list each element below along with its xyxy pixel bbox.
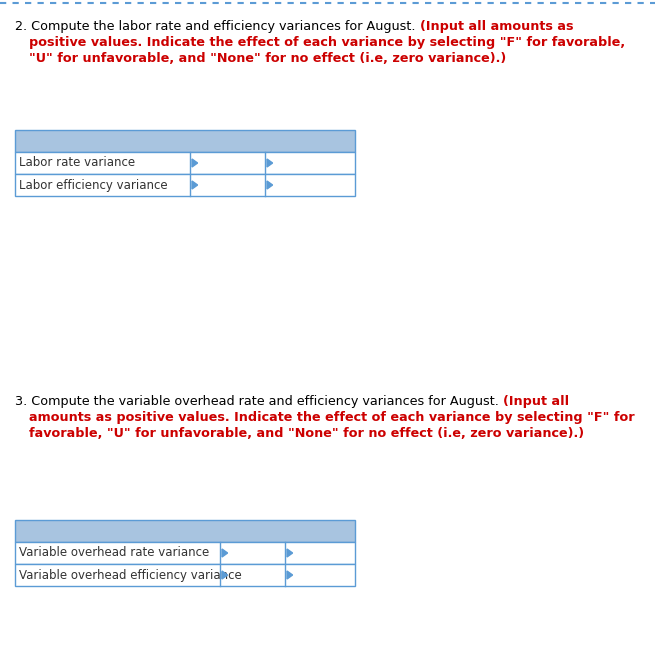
Text: positive values. Indicate the effect of each variance by selecting "F" for favor: positive values. Indicate the effect of … <box>29 36 625 49</box>
Text: (Input all: (Input all <box>503 395 569 408</box>
Text: Variable overhead efficiency variance: Variable overhead efficiency variance <box>19 568 242 581</box>
Polygon shape <box>222 571 227 579</box>
Polygon shape <box>192 159 198 167</box>
Polygon shape <box>267 181 272 189</box>
Bar <box>15 564 355 586</box>
Text: Labor rate variance: Labor rate variance <box>19 157 135 170</box>
Bar <box>15 130 355 152</box>
Polygon shape <box>222 549 227 557</box>
Text: 3. Compute the variable overhead rate and efficiency variances for August.: 3. Compute the variable overhead rate an… <box>15 395 503 408</box>
Text: "U" for unfavorable, and "None" for no effect (i.e, zero variance).): "U" for unfavorable, and "None" for no e… <box>29 52 506 65</box>
Bar <box>15 542 355 564</box>
Polygon shape <box>287 571 293 579</box>
Text: Labor efficiency variance: Labor efficiency variance <box>19 178 168 192</box>
Text: 2. Compute the labor rate and efficiency variances for August.: 2. Compute the labor rate and efficiency… <box>15 20 419 33</box>
Text: favorable, "U" for unfavorable, and "None" for no effect (i.e, zero variance).): favorable, "U" for unfavorable, and "Non… <box>29 427 584 440</box>
Polygon shape <box>267 159 272 167</box>
Polygon shape <box>287 549 293 557</box>
Bar <box>15 174 355 196</box>
Polygon shape <box>192 181 198 189</box>
Text: Variable overhead rate variance: Variable overhead rate variance <box>19 546 209 559</box>
Text: (Input all amounts as: (Input all amounts as <box>419 20 573 33</box>
Bar <box>15 520 355 542</box>
Text: amounts as positive values. Indicate the effect of each variance by selecting "F: amounts as positive values. Indicate the… <box>29 411 635 424</box>
Bar <box>15 152 355 174</box>
